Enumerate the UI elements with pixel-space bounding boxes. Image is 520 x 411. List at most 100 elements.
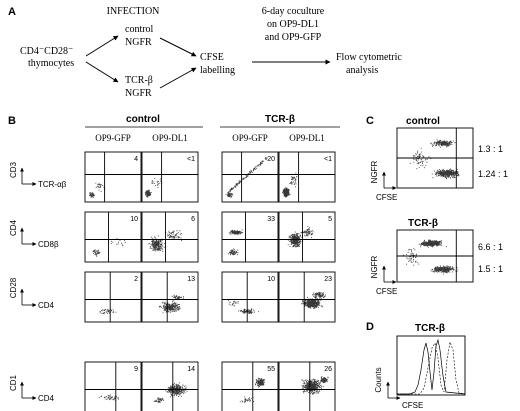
row-0-axes: CD3 TCR-αβ [9,161,67,189]
panel-c-plot-0-title: control [406,116,440,127]
column-header-0: OP9-GFP [95,133,131,143]
panel-d-title: TCR-β [415,323,445,334]
dot-plot-r1-c3-frame [278,211,336,263]
panel-c-plot-1-x-axis: CFSE [376,287,397,296]
start-label-line1: CD4⁻CD28⁻ [20,46,73,57]
dot-plot-r1-c2-quadrant-percent: 33 [267,216,275,223]
dot-plot-r2-c1-quadrant-percent: 13 [187,276,195,283]
control-label-line2: NGFR [125,37,152,48]
dot-plot-r0-c2-quadrant-percent: 20 [267,156,275,163]
panel-b-headers: control TCR-β OP9-GFP OP9-DL1 OP9-GFP OP… [85,114,340,143]
row-0-y-axis-label: CD3 [9,161,18,178]
panel-c-plot-1-ratio-top: 6.6 : 1 [478,242,503,252]
row-2-x-axis-label: CD4 [38,301,55,310]
control-label-line1: control [125,24,154,35]
histogram-dotted-trace [397,340,466,395]
dot-plot-r0-c0-events [89,182,106,198]
panel-d-x-axis: CFSE [402,401,423,410]
dot-plot-r1-c0-quadrant-percent: 10 [130,216,138,223]
row-2-y-axis-label: CD28 [9,277,18,298]
dot-plot-r1-c1-quadrant-percent: 6 [191,216,195,223]
infection-label: INFECTION [107,6,160,17]
dot-plot-r0-c1-frame [141,151,199,203]
dot-plot-r2-c0-events [99,308,117,315]
coculture-line1: 6-day coculture [262,6,325,17]
dot-plot-r1-c2: 33 [221,211,279,263]
panel-c-plot-0-dots-events [409,139,460,180]
dot-plot-r2-c0-frame [84,271,142,323]
cfse-label-line1: CFSE [200,52,224,63]
dot-plot-r2-c1-frame [141,271,199,323]
dot-plot-r3-c2-frame [221,361,279,411]
dot-plot-r0-c2-events [225,157,268,198]
panel-c-plot-1-ratio-bottom: 1.5 : 1 [478,264,503,274]
row-3-y-axis-label: CD1 [9,374,18,391]
dot-plot-r1-c1: 6 [141,211,199,263]
arrow-tcr-to-cfse [159,67,197,89]
dot-plot-r2-c1-events [158,294,184,314]
dot-plot-r0-c0-quadrant-percent: 4 [134,156,138,163]
row-1-y-axis-label: CD4 [9,219,18,236]
panel-c-plot-0-x-axis: CFSE [376,193,397,202]
panel-d-y-axis: Counts [374,367,383,392]
dot-plot-r2-c2-frame [221,271,279,323]
dot-plot-r3-c2-quadrant-percent: 55 [267,366,275,373]
coculture-line2: on OP9-DL1 [267,19,319,30]
arrow-control-to-cfse [159,37,197,57]
panel-d-frame [396,335,466,396]
tcr-label-line1: TCR-β [125,75,153,86]
panel-b-axis-labels: CD3 TCR-αβ CD4 CD8β CD28 CD4 CD1 CD4 [9,161,67,403]
group-control-title: control [126,114,160,125]
dot-plot-r2-c0-quadrant-percent: 2 [134,276,138,283]
dot-plot-r2-c1: 13 [141,271,199,323]
dot-plot-r1-c0-events [92,238,126,257]
dot-plot-r3-c3-events [301,376,329,395]
cfse-label-line2: labelling [200,65,235,76]
panel-c: control 1.3 : 1 1.24 : 1 NGFR CFSE TCR-β… [370,116,508,296]
start-label-line2: thymocytes [28,58,74,69]
panel-letter-c: C [366,115,374,127]
dot-plot-r0-c1: <1 [141,151,199,203]
dot-plot-r2-c2: 10 [221,271,279,323]
arrow-to-control [85,35,119,57]
panel-c-plot-1-title: TCR-β [408,218,438,229]
histogram-solid-trace [397,338,466,395]
panel-letter-d: D [366,321,374,333]
dot-plot-r0-c2-frame [221,151,279,203]
row-0-x-axis-label: TCR-αβ [38,180,67,189]
dot-plot-r3-c3-quadrant-percent: 26 [324,366,332,373]
dot-plot-r2-c3-quadrant-percent: 23 [324,276,332,283]
row-1-axes: CD4 CD8β [9,219,59,249]
panel-c-plot-0 [396,127,474,189]
dot-plot-r2-c3-frame [278,271,336,323]
panel-c-plot-0-ratio-top: 1.3 : 1 [478,144,503,154]
dot-plot-r1-c0-frame [84,211,142,263]
panel-b-plots: 4 <1 20 <1 10 6 33 5 2 13 10 23 9 14 55 26 [84,151,336,411]
dot-plot-r3-c0-events [98,394,119,401]
dot-plot-r0-c3: <1 [278,151,336,203]
flow-line1: Flow cytometric [336,52,402,63]
dot-plot-r1-c1-events [148,230,182,252]
dot-plot-r2-c3-events [301,291,326,309]
panel-c-plot-0-y-axis: NGFR [370,160,379,183]
panel-letter-b: B [8,115,16,127]
dot-plot-r3-c3: 26 [278,361,336,411]
dot-plot-r3-c1-frame [141,361,199,411]
tcr-label-line2: NGFR [125,88,152,99]
dot-plot-r0-c3-events [282,172,298,198]
column-header-3: OP9-DL1 [289,133,325,143]
dot-plot-r3-c0-frame [84,361,142,411]
row-3-axes: CD1 CD4 [9,374,55,403]
dot-plot-r0-c0: 4 [84,151,142,203]
dot-plot-r1-c3-events [287,226,314,248]
dot-plot-r1-c2-events [227,229,244,256]
dot-plot-r0-c2: 20 [221,151,279,203]
dot-plot-r1-c3: 5 [278,211,336,263]
dot-plot-r3-c0: 9 [84,361,142,411]
panel-c-plot-1-y-axis: NGFR [370,255,379,278]
panel-c-plot-1-dots [396,229,474,283]
panel-c-plot-0-ratio-bottom: 1.24 : 1 [478,169,508,179]
dot-plot-r0-c1-events [144,177,163,198]
dot-plot-r3-c0-quadrant-percent: 9 [134,366,138,373]
